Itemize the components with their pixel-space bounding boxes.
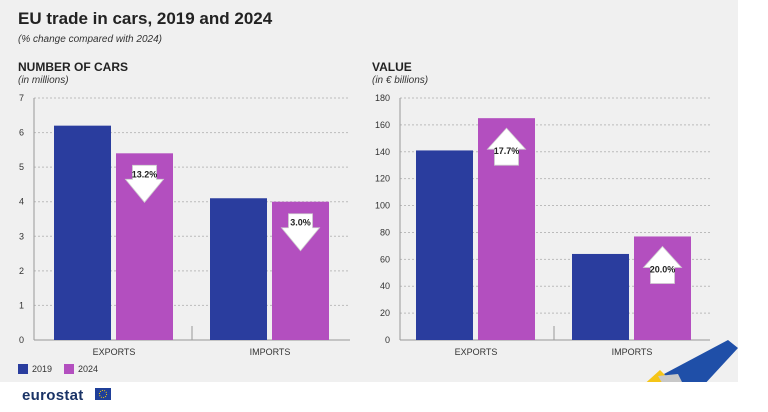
eurostat-logo: eurostat — [22, 387, 84, 404]
change-arrow-up — [642, 245, 683, 284]
change-label: 17.7% — [494, 146, 520, 156]
y-tick-label: 7 — [19, 93, 24, 103]
chart-unit-value: (in € billions) — [372, 75, 429, 86]
change-arrow-down — [280, 213, 321, 252]
change-arrow-down — [124, 164, 165, 203]
page-title: EU trade in cars, 2019 and 2024 — [18, 9, 273, 28]
chart-title-cars: NUMBER OF CARS — [18, 60, 128, 74]
y-tick-label: 2 — [19, 266, 24, 276]
y-tick-label: 80 — [380, 227, 390, 237]
footer — [0, 382, 768, 412]
legend-label-2019: 2019 — [32, 364, 53, 374]
change-label: 3.0% — [290, 218, 311, 228]
legend-item-2019: 2019 — [18, 364, 52, 374]
page-subtitle: (% change compared with 2024) — [18, 34, 162, 45]
y-tick-label: 6 — [19, 128, 24, 138]
bar-2019-exports — [416, 150, 473, 340]
chart-panel: EU trade in cars, 2019 and 2024 (% chang… — [0, 0, 738, 382]
y-tick-label: 100 — [375, 201, 390, 211]
y-tick-label: 160 — [375, 120, 390, 130]
y-tick-label: 0 — [19, 335, 24, 345]
legend-label-2024: 2024 — [78, 364, 99, 374]
x-tick-label: EXPORTS — [455, 347, 498, 357]
chart-unit-cars: (in millions) — [18, 75, 69, 86]
x-tick-label: IMPORTS — [612, 347, 653, 357]
x-tick-label: IMPORTS — [250, 347, 291, 357]
x-tick-label: EXPORTS — [93, 347, 136, 357]
y-tick-label: 20 — [380, 308, 390, 318]
chart-title-value: VALUE — [372, 60, 412, 74]
y-tick-label: 4 — [19, 197, 24, 207]
legend-item-2024: 2024 — [64, 364, 98, 374]
y-tick-label: 40 — [380, 281, 390, 291]
change-label: 13.2% — [132, 169, 158, 179]
bar-2019-exports — [54, 125, 111, 341]
legend-swatch-2024 — [64, 364, 75, 374]
y-tick-label: 5 — [19, 162, 24, 172]
y-tick-label: 3 — [19, 231, 24, 241]
eu-flag-icon — [95, 388, 111, 400]
change-arrow-up — [486, 127, 527, 166]
y-tick-label: 140 — [375, 147, 390, 157]
bar-2019-imports — [572, 253, 629, 340]
y-tick-label: 1 — [19, 300, 24, 310]
chart-number-of-cars: 0 1 2 3 4 5 6 7 EXPORTS IMPORTS 13.2% 3.0% — [19, 93, 350, 357]
y-tick-label: 180 — [375, 93, 390, 103]
y-tick-label: 120 — [375, 174, 390, 184]
bar-2019-imports — [210, 198, 267, 340]
change-label: 20.0% — [650, 264, 676, 274]
legend: 2019 2024 — [18, 364, 110, 374]
y-tick-label: 60 — [380, 254, 390, 264]
chart-value: 0 20 40 60 80 100 120 140 160 180 EXPORTS IMPORTS 17… — [375, 93, 710, 357]
y-tick-label: 0 — [385, 335, 390, 345]
legend-swatch-2019 — [18, 364, 28, 374]
